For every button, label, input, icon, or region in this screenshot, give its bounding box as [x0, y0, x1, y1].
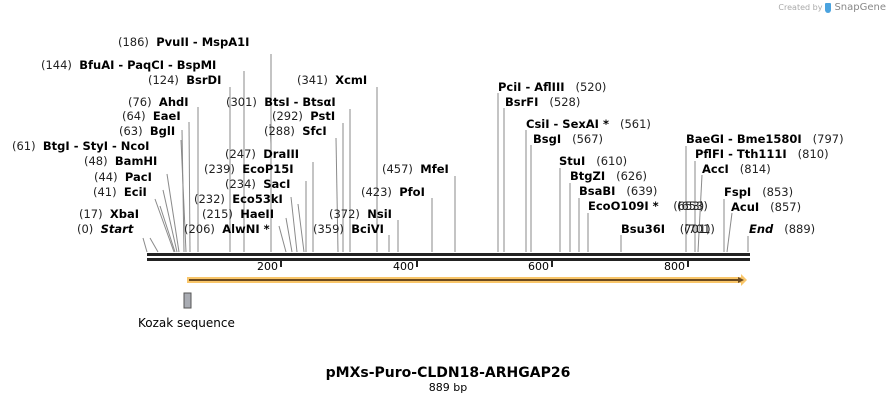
site-label[interactable]: (17) XbaI [79, 207, 140, 221]
map-title: pMXs-Puro-CLDN18-ARHGAP26 [325, 365, 571, 381]
orf-arrow [187, 274, 747, 286]
tick-600: 600 [528, 260, 549, 273]
site-label[interactable]: (124) BsrDI [148, 73, 222, 87]
site-label[interactable]: (48) BamHI [84, 154, 158, 168]
site-label[interactable]: (76) AhdI [128, 95, 189, 109]
site-label[interactable]: (215) HaeII [202, 207, 274, 221]
site-label[interactable]: EcoO109I * (653) [588, 199, 705, 213]
site-label[interactable]: AccI (814) [702, 162, 771, 176]
site-label[interactable]: (64) EaeI [122, 109, 181, 123]
site-leader-lines [142, 54, 749, 253]
site-label[interactable]: (144) BfuAI - PaqCI - BspMI [41, 58, 217, 72]
site-label[interactable]: (232) Eco53kI [194, 192, 283, 206]
snapgene-logo-icon [825, 2, 832, 13]
site-label[interactable]: BsrFI (528) [505, 95, 581, 109]
site-label[interactable]: (301) BtsI - BtsαI [226, 95, 336, 109]
site-label[interactable]: (61) BtgI - StyI - NcoI [12, 139, 150, 153]
site-label[interactable]: (341) XcmI [297, 73, 368, 87]
tick-200: 200 [257, 260, 278, 273]
credit-prefix: Created by [778, 3, 823, 12]
site-label[interactable]: (372) NsiI [329, 207, 392, 221]
tick-800: 800 [664, 260, 685, 273]
site-label[interactable]: (41) EciI [93, 185, 147, 199]
site-label[interactable]: (63) BglI [119, 124, 176, 138]
site-label[interactable]: BaeGI - Bme1580I (797) [686, 132, 844, 146]
site-label[interactable]: (239) EcoP15I [204, 162, 294, 176]
site-label[interactable]: (247) DraIII [225, 147, 300, 161]
site-label[interactable]: StuI (610) [559, 154, 628, 168]
site-label[interactable]: (206) AlwNI * [184, 222, 270, 236]
site-label[interactable]: (423) PfoI [361, 185, 425, 199]
backbone-bottom [147, 258, 750, 261]
tick-400: 400 [393, 260, 414, 273]
site-label[interactable]: PflFI - Tth111I (810) [695, 147, 829, 161]
site-label[interactable]: (292) PstI [272, 109, 336, 123]
site-label[interactable]: PciI - AflIII (520) [498, 80, 607, 94]
site-label[interactable]: (186) PvuII - MspA1I [118, 35, 250, 49]
site-label[interactable]: (457) MfeI [382, 162, 449, 176]
site-label[interactable]: (359) BciVI [313, 222, 384, 236]
ruler-ticks [280, 261, 689, 267]
backbone-top [147, 253, 750, 256]
kozak-feature [183, 292, 192, 309]
end-label: End (889) [749, 222, 816, 236]
site-label[interactable]: BsgI (567) [533, 132, 604, 146]
map-length: 889 bp [428, 381, 468, 394]
site-label[interactable]: BtgZI (626) [570, 169, 648, 183]
site-label[interactable]: Bsu36I (701) [621, 222, 711, 236]
snapgene-credit: Created by SnapGene [778, 2, 886, 13]
site-num-701: (701) [684, 222, 715, 236]
credit-brand: SnapGene [834, 2, 886, 13]
site-label[interactable]: FspI (853) [724, 185, 794, 199]
start-label: (0) Start [77, 222, 134, 236]
site-num-653: (653) [677, 199, 708, 213]
site-label[interactable]: CsiI - SexAI * (561) [526, 117, 651, 131]
site-label[interactable]: (44) PacI [94, 170, 152, 184]
kozak-feature-label[interactable]: Kozak sequence [138, 316, 235, 330]
site-label[interactable]: (234) SacI [225, 177, 291, 191]
site-label[interactable]: AcuI (857) [731, 200, 802, 214]
site-label[interactable]: (288) SfcI [264, 124, 327, 138]
site-label[interactable]: BsaBI (639) [579, 184, 658, 198]
